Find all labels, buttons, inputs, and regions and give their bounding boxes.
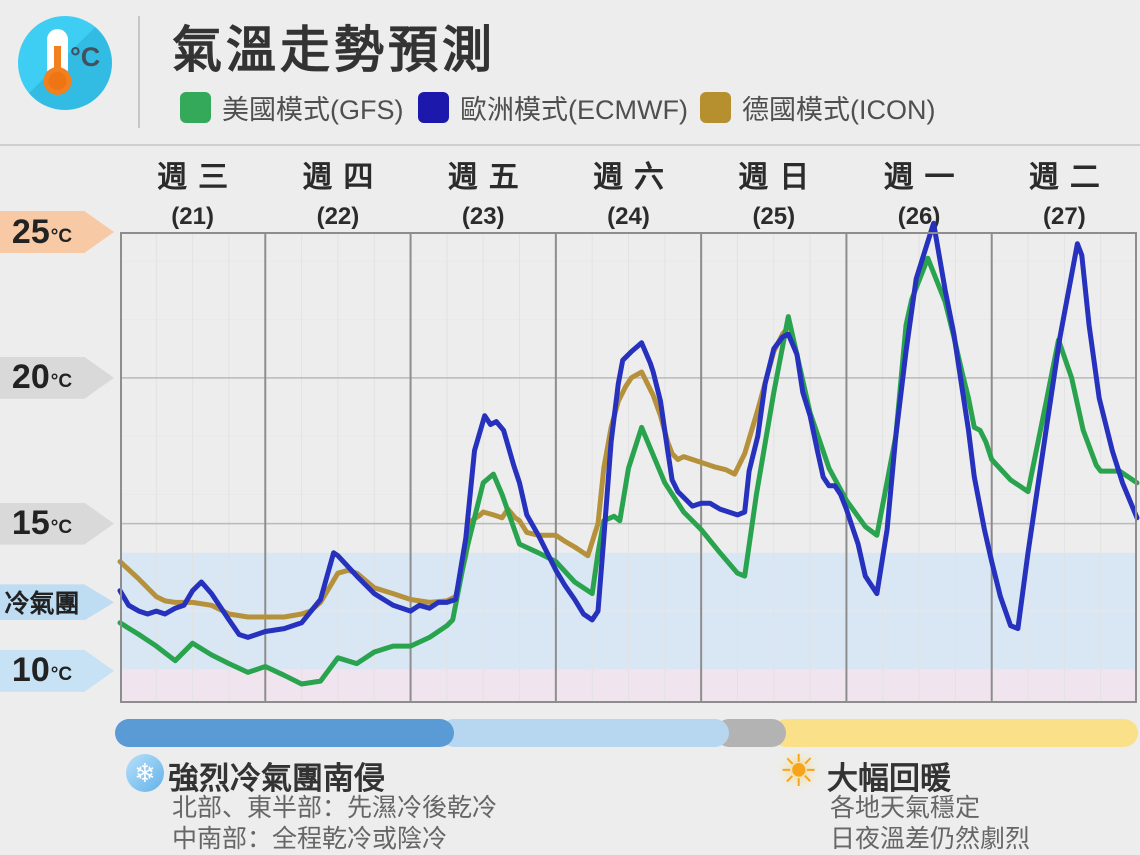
- day-name: 週三: [157, 161, 240, 194]
- day-date: (27): [1043, 203, 1086, 230]
- page-title: 氣溫走勢預測: [172, 22, 496, 78]
- y-tag-unit: °C: [50, 225, 73, 247]
- icon-model-swatch: [700, 92, 731, 123]
- y-tag-unit: °C: [50, 371, 73, 393]
- timeline-segment-1: [440, 719, 729, 747]
- warm-line-range: 日夜溫差仍然劇烈: [830, 825, 1031, 853]
- warm-annotation-title: 大幅回暖: [827, 761, 951, 796]
- day-label-2: 週五 (23): [411, 152, 556, 231]
- icon-model-label: 德國模式(ICON): [742, 95, 936, 125]
- warm-line-stable: 各地天氣穩定: [830, 794, 981, 822]
- day-date: (25): [752, 203, 796, 230]
- header-rule: [0, 144, 1140, 146]
- cold-annotation-lines: 北部、東半部：先濕冷後乾冷 中南部：全程乾冷或陰冷: [172, 793, 497, 855]
- series-line-1: [117, 255, 1140, 687]
- timeline-segment-0: [115, 719, 455, 747]
- y-tag-value: 25: [11, 212, 50, 251]
- day-name: 週日: [738, 161, 821, 194]
- y-tag-label: 冷氣團: [4, 590, 80, 619]
- day-date: (21): [171, 203, 214, 230]
- legend-item-ecmwf: 歐洲模式(ECMWF): [418, 92, 688, 125]
- temperature-chart: [117, 220, 1140, 703]
- thermometer-icon: °C: [18, 16, 112, 110]
- cold-line-north: 北部、東半部：先濕冷後乾冷: [172, 794, 498, 822]
- plot-border: [120, 232, 1137, 703]
- series-line-2: [117, 220, 1140, 640]
- day-date: (26): [897, 203, 941, 230]
- cold-annotation-title: 強烈冷氣團南侵: [168, 761, 385, 796]
- day-name: 週二: [1028, 161, 1111, 194]
- day-label-0: 週三 (21): [120, 152, 265, 231]
- y-tag-15c: 15 °C: [0, 502, 114, 545]
- day-date: (24): [607, 203, 650, 230]
- warm-annotation-lines: 各地天氣穩定 日夜溫差仍然劇烈: [830, 793, 1030, 855]
- y-tag-cold-air-mass: 冷氣團: [0, 584, 114, 621]
- snowflake-icon: ❄: [126, 754, 164, 792]
- ecmwf-label: 歐洲模式(ECMWF): [460, 95, 688, 125]
- icon-unit-label: °C: [70, 42, 101, 72]
- day-name: 週四: [302, 161, 385, 194]
- sun-icon: ☀: [779, 747, 819, 796]
- day-label-4: 週日 (25): [701, 152, 846, 231]
- day-label-3: 週六 (24): [556, 152, 701, 231]
- gfs-label: 美國模式(GFS): [222, 95, 404, 125]
- timeline-segment-3: [771, 719, 1138, 747]
- y-tag-10c: 10 °C: [0, 649, 114, 692]
- legend-item-icon-model: 德國模式(ICON): [700, 92, 935, 125]
- series-line-0: [117, 322, 793, 620]
- header-divider: [138, 16, 140, 128]
- day-name: 週五: [447, 161, 530, 194]
- y-tag-unit: °C: [50, 664, 73, 686]
- day-date: (23): [461, 203, 505, 230]
- day-name: 週六: [592, 161, 675, 194]
- day-label-1: 週四 (22): [265, 152, 410, 231]
- cold-line-south: 中南部：全程乾冷或陰冷: [172, 825, 448, 853]
- y-tag-value: 10: [11, 651, 50, 690]
- y-tag-25c: 25 °C: [0, 211, 114, 253]
- y-tag-unit: °C: [50, 517, 73, 539]
- gfs-swatch: [180, 92, 211, 123]
- ecmwf-swatch: [418, 92, 449, 123]
- day-label-5: 週一 (26): [846, 152, 991, 231]
- timeline-bar: [115, 719, 1138, 747]
- y-tag-20c: 20 °C: [0, 356, 114, 399]
- day-name: 週一: [883, 161, 966, 194]
- y-tag-value: 15: [11, 504, 50, 543]
- y-tag-value: 20: [11, 358, 50, 397]
- legend-item-gfs: 美國模式(GFS): [180, 92, 404, 125]
- day-date: (22): [316, 203, 360, 230]
- day-label-6: 週二 (27): [992, 152, 1137, 231]
- thermometer-glyph: [43, 29, 72, 95]
